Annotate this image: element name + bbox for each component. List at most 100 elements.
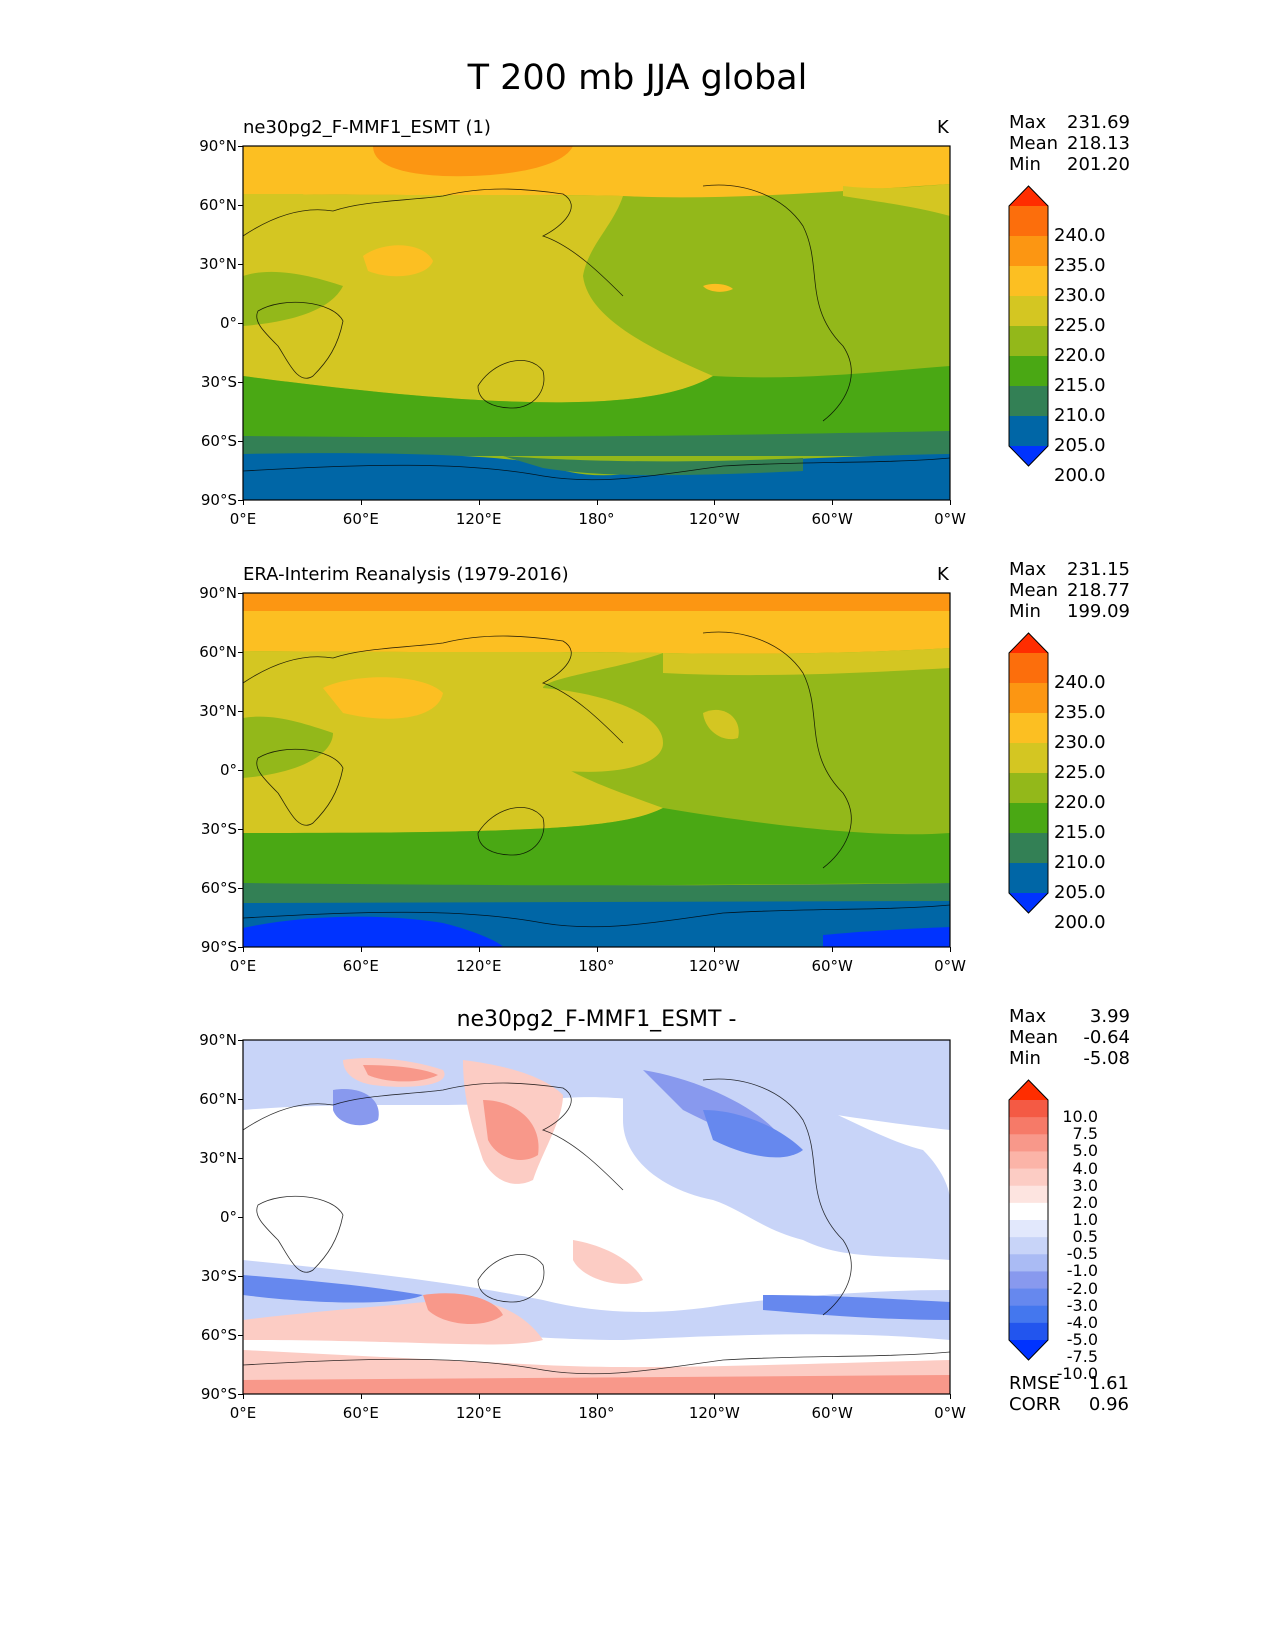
colorbar-segment bbox=[1009, 206, 1048, 237]
lat-tick-mark bbox=[238, 593, 243, 594]
lon-tick-label: 120°W bbox=[688, 957, 740, 975]
stat-value: 218.13 bbox=[1067, 133, 1130, 154]
colorbar-level-label: -7.5 bbox=[1066, 1347, 1098, 1367]
colorbar-level-label: 2.0 bbox=[1072, 1192, 1098, 1212]
lon-tick-label: 0°E bbox=[229, 510, 257, 528]
lon-tick-label: 0°E bbox=[229, 1404, 257, 1422]
lon-tick-label: 180° bbox=[578, 1404, 615, 1422]
colorbar-level-label: -0.5 bbox=[1066, 1244, 1098, 1264]
colorbar-level-label: 0.5 bbox=[1072, 1227, 1098, 1247]
lon-tick-label: 180° bbox=[578, 957, 615, 975]
lat-tick-mark bbox=[238, 1335, 243, 1336]
lat-tick-mark bbox=[238, 1040, 243, 1041]
lon-tick-mark bbox=[243, 947, 244, 952]
colorbar-segment bbox=[1009, 1220, 1048, 1238]
lon-tick-mark bbox=[596, 1394, 598, 1399]
colorbar-level-label: 205.0 bbox=[1054, 435, 1106, 456]
lat-tick-label: 60°N bbox=[199, 196, 237, 214]
colorbar-level-label: 230.0 bbox=[1054, 285, 1106, 306]
lon-tick-label: 60°E bbox=[342, 510, 379, 528]
lon-tick-label: 180° bbox=[578, 510, 615, 528]
colorbar-level-label: -4.0 bbox=[1066, 1312, 1098, 1332]
colorbar-level-label: 215.0 bbox=[1054, 375, 1106, 396]
lat-tick-label: 0° bbox=[219, 314, 237, 332]
lat-tick-label: 30°N bbox=[199, 255, 237, 273]
colorbar-segment bbox=[1009, 1271, 1048, 1290]
lon-tick-mark bbox=[360, 947, 362, 952]
rmse-value: 1.61 bbox=[1088, 1373, 1129, 1394]
lon-tick-mark bbox=[478, 500, 480, 505]
stat-value: -0.64 bbox=[1083, 1027, 1130, 1048]
colorbar-segment bbox=[1009, 1151, 1048, 1170]
lat-tick-label: 30°N bbox=[199, 1149, 237, 1167]
colorbar-segment bbox=[1009, 356, 1048, 387]
lon-tick-label: 60°E bbox=[342, 957, 379, 975]
lon-tick-label: 60°E bbox=[342, 1404, 379, 1422]
colorbar-segment bbox=[1009, 266, 1048, 297]
stat-label: Max bbox=[1009, 1006, 1047, 1027]
lat-tick-label: 90°N bbox=[199, 137, 237, 155]
lon-tick-mark bbox=[360, 1394, 362, 1399]
lat-tick-mark bbox=[238, 441, 243, 442]
colorbar-segment bbox=[1009, 1202, 1048, 1221]
lon-tick-mark bbox=[832, 500, 834, 505]
lat-tick-label: 60°S bbox=[200, 432, 237, 450]
colorbar-segment bbox=[1009, 1288, 1048, 1307]
panel-title: ne30pg2_F-MMF1_ESMT (1) bbox=[243, 117, 491, 138]
stat-value: 231.15 bbox=[1067, 559, 1130, 580]
colorbar-level-label: 200.0 bbox=[1054, 912, 1106, 933]
corr-label: CORR bbox=[1009, 1394, 1061, 1415]
lat-tick-label: 90°N bbox=[199, 1031, 237, 1049]
lat-tick-label: 90°S bbox=[200, 1385, 237, 1403]
colorbar-segment bbox=[1009, 416, 1048, 447]
colorbar-segment bbox=[1009, 1305, 1048, 1324]
lat-tick-mark bbox=[238, 264, 243, 265]
corr-value: 0.96 bbox=[1088, 1394, 1129, 1415]
colorbar-extend-max bbox=[1009, 633, 1048, 653]
lon-tick-label: 120°E bbox=[455, 1404, 502, 1422]
lat-tick-mark bbox=[238, 888, 243, 889]
lat-tick-label: 30°S bbox=[200, 820, 237, 838]
rmse-label: RMSE bbox=[1009, 1373, 1060, 1394]
lon-tick-mark bbox=[478, 947, 480, 952]
lat-tick-mark bbox=[238, 1099, 243, 1100]
lat-tick-mark bbox=[238, 1394, 243, 1395]
colorbar-segment bbox=[1009, 713, 1048, 744]
stat-label: Max bbox=[1009, 559, 1047, 580]
lat-tick-label: 0° bbox=[219, 1208, 237, 1226]
colorbar-level-label: 220.0 bbox=[1054, 345, 1106, 366]
stat-value: 231.69 bbox=[1067, 112, 1130, 133]
colorbar-outline bbox=[1008, 185, 1049, 467]
colorbar-level-label: 225.0 bbox=[1054, 315, 1106, 336]
stat-label: Min bbox=[1009, 1048, 1041, 1069]
lon-tick-label: 120°E bbox=[455, 510, 502, 528]
lat-tick-label: 90°N bbox=[199, 584, 237, 602]
lon-tick-mark bbox=[832, 947, 834, 952]
stat-label: Min bbox=[1009, 601, 1041, 622]
lon-tick-mark bbox=[950, 500, 951, 505]
stat-label: Mean bbox=[1009, 580, 1059, 601]
lat-tick-mark bbox=[238, 1276, 243, 1277]
colorbar-segment bbox=[1009, 773, 1048, 804]
stat-value: 201.20 bbox=[1067, 154, 1130, 175]
lon-tick-label: 0°E bbox=[229, 957, 257, 975]
stat-label: Mean bbox=[1009, 1027, 1059, 1048]
colorbar-level-label: 205.0 bbox=[1054, 882, 1106, 903]
lat-tick-mark bbox=[238, 205, 243, 206]
colorbar bbox=[1008, 1079, 1049, 1361]
stat-label: Mean bbox=[1009, 133, 1059, 154]
colorbar-segment bbox=[1009, 236, 1048, 267]
colorbar-level-label: -5.0 bbox=[1066, 1330, 1098, 1349]
colorbar-segment bbox=[1009, 1100, 1048, 1118]
colorbar-level-label: 10.0 bbox=[1062, 1107, 1098, 1127]
lon-tick-label: 120°W bbox=[688, 1404, 740, 1422]
lat-tick-label: 30°S bbox=[200, 1267, 237, 1285]
colorbar-level-label: 215.0 bbox=[1054, 822, 1106, 843]
lon-tick-label: 0°W bbox=[934, 957, 966, 975]
colorbar bbox=[1008, 185, 1049, 467]
lon-tick-mark bbox=[950, 947, 951, 952]
colorbar-level-label: 225.0 bbox=[1054, 762, 1106, 783]
colorbar-segment bbox=[1009, 1117, 1048, 1135]
panel-title: ne30pg2_F-MMF1_ESMT - bbox=[456, 1007, 737, 1032]
colorbar-outline bbox=[1008, 1079, 1049, 1361]
